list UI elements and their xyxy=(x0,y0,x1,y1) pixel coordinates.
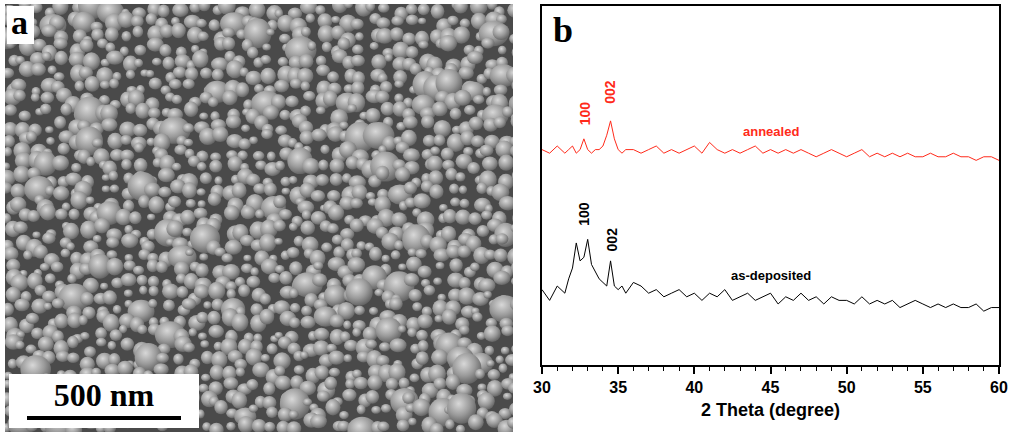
svg-text:45: 45 xyxy=(762,379,780,396)
svg-text:as-deposited: as-deposited xyxy=(731,268,811,283)
svg-text:002: 002 xyxy=(602,80,618,104)
svg-text:002: 002 xyxy=(604,228,620,252)
svg-text:60: 60 xyxy=(990,379,1008,396)
svg-text:30: 30 xyxy=(533,379,551,396)
svg-text:35: 35 xyxy=(609,379,627,396)
html-text:500 nm: 500 nm xyxy=(53,377,155,413)
svg-text:annealed: annealed xyxy=(743,124,799,139)
svg-text:40: 40 xyxy=(685,379,703,396)
html-text:a: a xyxy=(11,4,28,41)
svg-text:55: 55 xyxy=(914,379,932,396)
svg-text:100: 100 xyxy=(576,202,592,226)
svg-text:50: 50 xyxy=(838,379,856,396)
svg-text:100: 100 xyxy=(577,102,593,126)
svg-text:2 Theta (degree): 2 Theta (degree) xyxy=(701,400,840,420)
svg-text:b: b xyxy=(553,10,573,50)
